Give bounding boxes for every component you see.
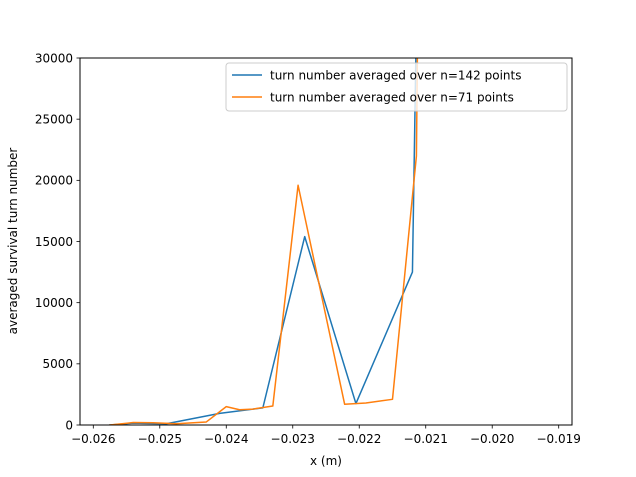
y-tick-label: 15000	[35, 235, 73, 249]
y-axis-label: averaged survival turn number	[6, 148, 20, 335]
x-tick-label: −0.022	[337, 432, 381, 446]
y-tick-label: 0	[65, 418, 73, 432]
y-tick-label: 5000	[42, 357, 73, 371]
legend-label-series-2: turn number averaged over n=71 points	[270, 91, 514, 105]
x-tick-label: −0.021	[404, 432, 448, 446]
legend-label-series-1: turn number averaged over n=142 points	[270, 69, 521, 83]
y-axis-ticks: 0 5000 10000 15000 20000 25000 30000	[35, 51, 80, 432]
y-tick-label: 30000	[35, 51, 73, 65]
plot-frame	[79, 57, 573, 426]
y-tick-label: 25000	[35, 112, 73, 126]
x-tick-label: −0.024	[204, 432, 248, 446]
x-tick-label: −0.023	[271, 432, 315, 446]
series-line-2	[109, 58, 419, 425]
x-axis-ticks: −0.026 −0.025 −0.024 −0.023 −0.022 −0.021 −0.0…	[71, 425, 581, 446]
legend: turn number averaged over n=142 points t…	[225, 62, 568, 112]
x-tick-label: −0.026	[71, 432, 115, 446]
y-tick-label: 10000	[35, 296, 73, 310]
x-tick-label: −0.020	[470, 432, 514, 446]
x-axis-label: x (m)	[310, 454, 342, 468]
y-tick-label: 20000	[35, 174, 73, 188]
x-tick-label: −0.019	[536, 432, 580, 446]
legend-box	[225, 62, 568, 112]
x-tick-label: −0.025	[138, 432, 182, 446]
plot-area	[80, 58, 572, 425]
series-layer	[109, 58, 419, 425]
